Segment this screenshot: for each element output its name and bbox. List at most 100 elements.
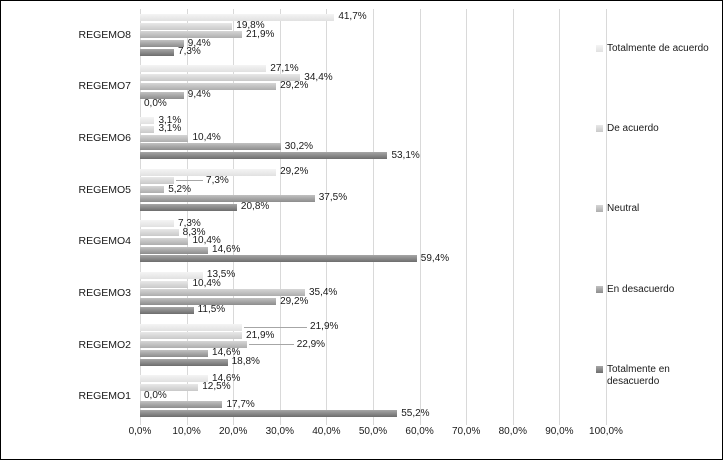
- legend-item: De acuerdo: [596, 123, 722, 135]
- legend-marker-icon: [596, 125, 603, 133]
- bar: [140, 323, 243, 331]
- bar-value-label: 10,4%: [192, 132, 221, 144]
- category-label: REGEMO5: [78, 183, 131, 196]
- bar-value-label: 7,3%: [178, 46, 201, 58]
- gridline: [559, 9, 561, 422]
- bar-value-label: 10,4%: [192, 278, 221, 290]
- gridline: [606, 9, 607, 422]
- bar: [140, 255, 417, 263]
- bar: [140, 410, 398, 418]
- axis-tick: [559, 422, 561, 425]
- bar-value-label: 3,1%: [158, 114, 182, 126]
- category-label: REGEMO4: [78, 235, 131, 248]
- bar: [140, 289, 305, 297]
- bar: [140, 48, 175, 56]
- bar-value-label: 19,8%: [236, 20, 265, 32]
- x-tick-label: 40,0%: [312, 426, 341, 437]
- x-tick-label: 30,0%: [265, 426, 294, 437]
- bar-value-label: 0,0%: [144, 97, 167, 109]
- bar: [140, 246, 209, 254]
- axis-tick: [512, 422, 514, 425]
- bar: [140, 203, 237, 211]
- bar: [140, 31, 243, 39]
- gridline: [419, 9, 421, 422]
- gridline: [326, 9, 328, 422]
- legend-marker-icon: [596, 205, 603, 213]
- bar-value-label: 14,6%: [212, 244, 241, 256]
- legend-label: Totalmente en desacuerdo: [607, 363, 670, 387]
- bar-value-label: 14,6%: [212, 347, 241, 359]
- axis-tick: [279, 422, 281, 425]
- bar-value-label: 10,4%: [192, 235, 221, 247]
- gridline: [466, 9, 468, 422]
- bar: [140, 74, 301, 82]
- bar: [140, 82, 277, 90]
- bar-value-label: 8,3%: [182, 226, 206, 238]
- axis-tick: [606, 422, 607, 425]
- bar: [140, 332, 243, 340]
- bar: [140, 194, 315, 202]
- legend-item: En desacuerdo: [596, 284, 722, 296]
- bar: [140, 134, 189, 142]
- bar: [140, 152, 388, 160]
- bar: [140, 65, 267, 73]
- axis-tick: [186, 422, 188, 425]
- axis-tick: [419, 422, 421, 425]
- bar-value-label: 14,6%: [212, 372, 241, 384]
- bar: [140, 383, 199, 391]
- bar-value-label: 20,8%: [240, 201, 270, 213]
- category-label: REGEMO6: [78, 132, 131, 145]
- leader-line: [248, 344, 294, 346]
- bar-value-label: 21,9%: [246, 28, 275, 40]
- bar-value-label: 13,5%: [206, 269, 236, 281]
- bar-value-label: 9,4%: [187, 89, 211, 101]
- x-tick-label: 80,0%: [498, 426, 527, 437]
- bar-value-label: 30,2%: [284, 140, 314, 152]
- bar-value-label: 5,2%: [168, 183, 192, 195]
- bar: [140, 229, 179, 237]
- legend-label: Totalmente de acuerdo: [607, 43, 709, 55]
- x-tick-label: 10,0%: [172, 426, 201, 437]
- bar: [140, 143, 281, 151]
- bar-value-label: 0,0%: [144, 390, 167, 402]
- category-label: REGEMO1: [78, 390, 131, 403]
- legend-label: Neutral: [607, 203, 640, 215]
- leader-line: [176, 180, 204, 182]
- bar-value-label: 29,2%: [280, 295, 309, 307]
- x-tick-label: 60,0%: [405, 426, 434, 437]
- bar: [140, 125, 155, 133]
- bar-value-label: 55,2%: [401, 407, 430, 419]
- bar-value-label: 11,5%: [197, 304, 226, 316]
- gridline: [186, 9, 188, 422]
- bar: [140, 13, 335, 21]
- bar: [140, 341, 247, 349]
- bar-value-label: 59,4%: [420, 252, 450, 264]
- bar: [140, 220, 175, 228]
- x-tick-label: 70,0%: [452, 426, 481, 437]
- bar: [140, 40, 184, 48]
- bar-value-label: 53,1%: [391, 149, 420, 161]
- x-tick-label: 90,0%: [545, 426, 574, 437]
- x-tick-label: 50,0%: [358, 426, 388, 437]
- bar: [140, 237, 189, 245]
- gridline: [512, 9, 514, 422]
- leader-line: [244, 326, 308, 328]
- gridline: [373, 9, 374, 422]
- bar-value-label: 22,9%: [296, 338, 326, 350]
- bar-value-label: 27,1%: [270, 62, 299, 74]
- bar: [140, 306, 194, 314]
- axis-tick: [466, 422, 468, 425]
- gridline: [233, 9, 235, 422]
- bar: [140, 186, 165, 194]
- bar-value-label: 37,5%: [318, 192, 348, 204]
- gridline: [140, 9, 141, 422]
- bar: [140, 22, 233, 30]
- legend-marker-icon: [596, 45, 603, 53]
- axis-tick: [233, 422, 235, 425]
- bar-value-label: 41,7%: [338, 11, 367, 23]
- legend: Totalmente de acuerdo De acuerdo Neutral En…: [596, 9, 722, 422]
- bar: [140, 168, 277, 176]
- category-label: REGEMO3: [78, 286, 131, 299]
- bar: [140, 375, 209, 383]
